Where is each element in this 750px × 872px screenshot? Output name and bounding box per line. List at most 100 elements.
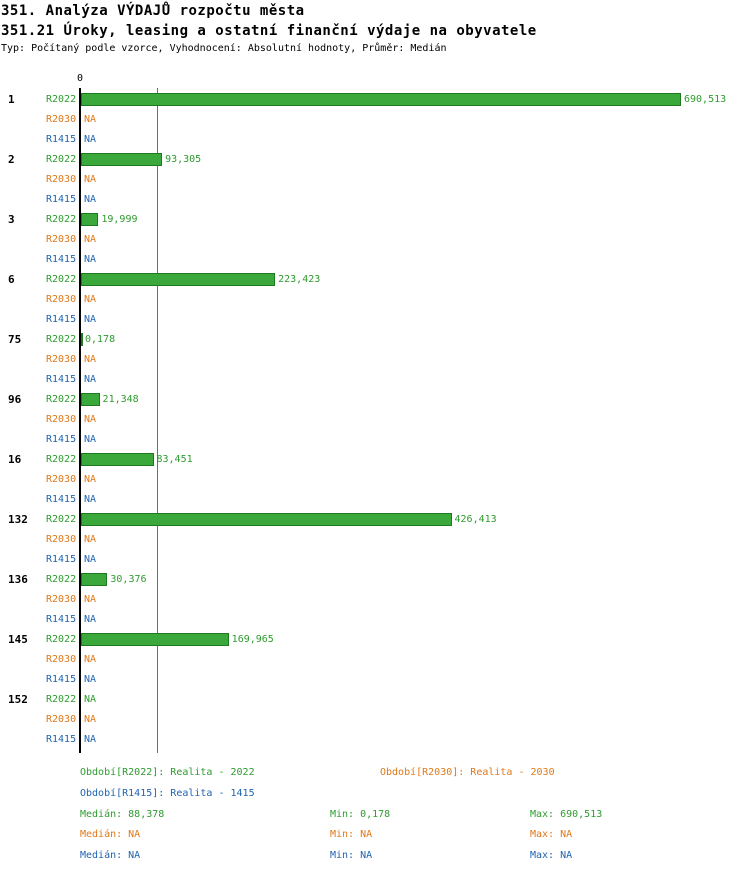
- value-bar: [81, 273, 276, 286]
- chart-row-136-R1415: R1415 NA: [0, 610, 750, 630]
- legend-min-r2022: Min: 0,178: [330, 809, 391, 820]
- chart-row-75-R2022: 75 R2022 0,178: [0, 330, 750, 350]
- series-label: R2030: [46, 714, 77, 725]
- series-label: R2030: [46, 414, 77, 425]
- series-label: R1415: [46, 374, 77, 385]
- chart-row-3-R2022: 3 R2022 19,999: [0, 210, 750, 230]
- chart-row-3-R1415: R1415 NA: [0, 250, 750, 270]
- value-label: NA: [84, 434, 97, 445]
- value-label: NA: [84, 554, 97, 565]
- chart-row-1-R2022: 1 R2022 690,513: [0, 90, 750, 110]
- series-label: R2022: [46, 274, 77, 285]
- chart-row-3-R2030: R2030 NA: [0, 230, 750, 250]
- chart-row-6-R1415: R1415 NA: [0, 310, 750, 330]
- chart-row-132-R2030: R2030 NA: [0, 530, 750, 550]
- series-label: R2022: [46, 634, 77, 645]
- axis-zero-tick-label: 0: [76, 73, 84, 84]
- chart-row-16-R1415: R1415 NA: [0, 490, 750, 510]
- chart-row-145-R2022: 145 R2022 169,965: [0, 630, 750, 650]
- series-label: R2022: [46, 694, 77, 705]
- value-label: NA: [84, 654, 97, 665]
- series-label: R2030: [46, 594, 77, 605]
- series-label: R2022: [46, 514, 77, 525]
- legend-median-r1415: Medián: NA: [80, 850, 141, 861]
- chart-meta: Typ: Počítaný podle vzorce, Vyhodnocení:…: [1, 43, 447, 54]
- series-label: R2022: [46, 94, 77, 105]
- legend-period-r2022: Období[R2022]: Realita - 2022: [80, 767, 255, 778]
- value-label: 690,513: [684, 94, 727, 105]
- value-label: NA: [84, 234, 97, 245]
- value-label: 426,413: [454, 514, 497, 525]
- chart-row-132-R1415: R1415 NA: [0, 550, 750, 570]
- group-id-label: 75: [8, 333, 22, 346]
- legend-period-r2030: Období[R2030]: Realita - 2030: [380, 767, 555, 778]
- value-label: NA: [84, 734, 97, 745]
- value-label: NA: [84, 694, 97, 705]
- group-id-label: 3: [8, 213, 15, 226]
- value-label: 83,451: [156, 454, 193, 465]
- value-label: NA: [84, 174, 97, 185]
- chart-title: 351. Analýza VÝDAJŮ rozpočtu města: [1, 3, 305, 19]
- value-bar: [81, 513, 452, 526]
- value-label: 0,178: [85, 334, 116, 345]
- chart-row-132-R2022: 132 R2022 426,413: [0, 510, 750, 530]
- series-label: R2030: [46, 534, 77, 545]
- value-label: NA: [84, 294, 97, 305]
- series-label: R1415: [46, 134, 77, 145]
- value-label: NA: [84, 134, 97, 145]
- series-label: R1415: [46, 434, 77, 445]
- chart-row-1-R1415: R1415 NA: [0, 130, 750, 150]
- series-label: R2030: [46, 354, 77, 365]
- value-label: NA: [84, 714, 97, 725]
- series-label: R2022: [46, 334, 77, 345]
- group-id-label: 145: [8, 633, 28, 646]
- series-label: R2030: [46, 474, 77, 485]
- value-label: NA: [84, 534, 97, 545]
- value-bar: [81, 153, 163, 166]
- value-label: NA: [84, 194, 97, 205]
- value-label: 19,999: [101, 214, 138, 225]
- group-id-label: 1: [8, 93, 15, 106]
- chart-row-152-R1415: R1415 NA: [0, 730, 750, 750]
- series-label: R2022: [46, 574, 77, 585]
- value-label: NA: [84, 114, 97, 125]
- value-label: 93,305: [165, 154, 202, 165]
- group-id-label: 6: [8, 273, 15, 286]
- legend-min-r1415: Min: NA: [330, 850, 373, 861]
- chart-row-1-R2030: R2030 NA: [0, 110, 750, 130]
- value-bar: [81, 633, 229, 646]
- series-label: R2030: [46, 654, 77, 665]
- value-label: NA: [84, 594, 97, 605]
- group-id-label: 2: [8, 153, 15, 166]
- y-axis-line: [79, 88, 81, 753]
- value-label: 223,423: [278, 274, 321, 285]
- value-label: NA: [84, 474, 97, 485]
- chart-row-96-R1415: R1415 NA: [0, 430, 750, 450]
- value-bar: [81, 393, 100, 406]
- chart-row-152-R2022: 152 R2022 NA: [0, 690, 750, 710]
- series-label: R1415: [46, 554, 77, 565]
- chart-row-152-R2030: R2030 NA: [0, 710, 750, 730]
- series-label: R1415: [46, 254, 77, 265]
- series-label: R1415: [46, 494, 77, 505]
- chart-row-2-R2022: 2 R2022 93,305: [0, 150, 750, 170]
- median-line: [157, 88, 158, 753]
- value-label: NA: [84, 494, 97, 505]
- series-label: R2022: [46, 454, 77, 465]
- chart-row-75-R1415: R1415 NA: [0, 370, 750, 390]
- value-label: 30,376: [110, 574, 147, 585]
- value-label: NA: [84, 254, 97, 265]
- series-label: R1415: [46, 314, 77, 325]
- chart-subtitle: 351.21 Úroky, leasing a ostatní finanční…: [1, 23, 537, 39]
- value-label: NA: [84, 354, 97, 365]
- chart-row-145-R2030: R2030 NA: [0, 650, 750, 670]
- series-label: R2022: [46, 394, 77, 405]
- chart-row-2-R2030: R2030 NA: [0, 170, 750, 190]
- chart-row-96-R2030: R2030 NA: [0, 410, 750, 430]
- legend-max-r1415: Max: NA: [530, 850, 573, 861]
- value-label: 21,348: [102, 394, 139, 405]
- series-label: R2030: [46, 234, 77, 245]
- series-label: R1415: [46, 674, 77, 685]
- series-label: R2030: [46, 174, 77, 185]
- value-label: NA: [84, 414, 97, 425]
